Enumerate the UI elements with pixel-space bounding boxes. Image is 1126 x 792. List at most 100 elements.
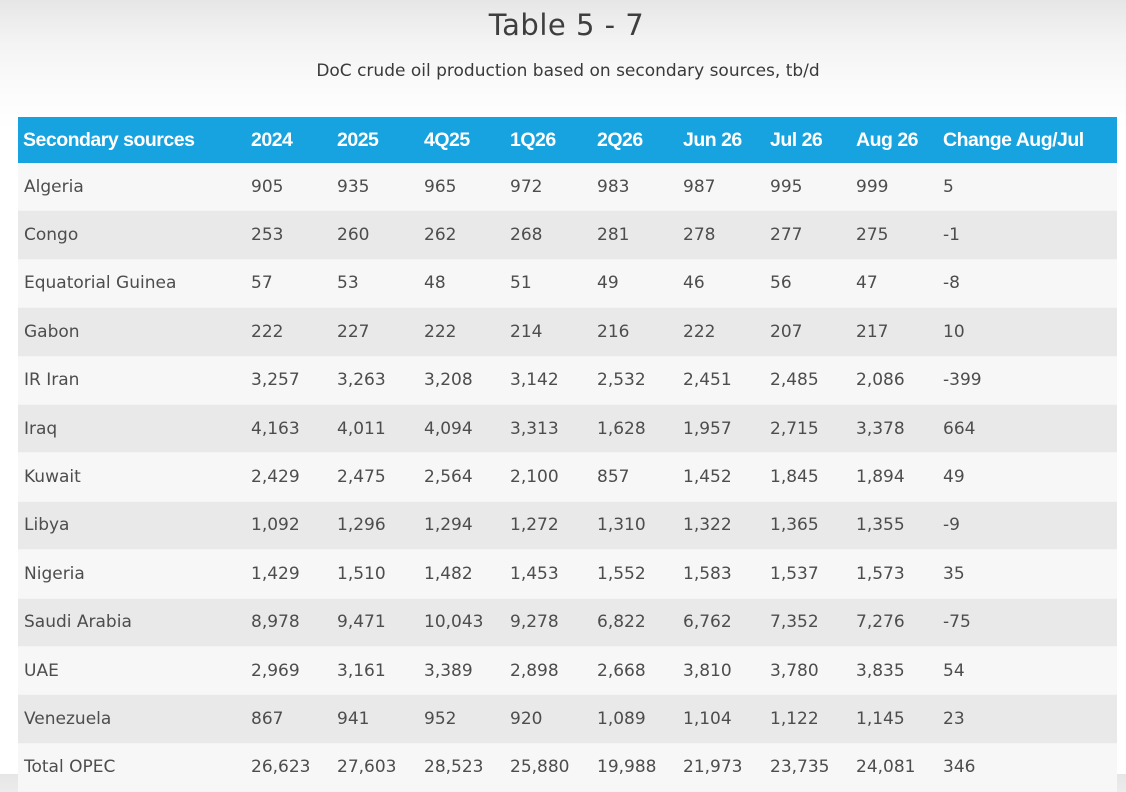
value-cell: 3,835: [851, 646, 938, 696]
value-cell: 3,263: [332, 356, 419, 405]
value-cell: 1,453: [505, 549, 592, 599]
table-body: Algeria 905 935 965 972 983 987 995 999 5 Congo 253…: [18, 163, 1117, 792]
value-cell: 1,552: [592, 549, 678, 599]
country-cell: Equatorial Guinea: [18, 259, 246, 309]
table-row: Equatorial Guinea 57 53 48 51 49 46 56 47 -8: [18, 259, 1117, 309]
value-cell: 48: [419, 259, 505, 309]
value-cell: 3,257: [246, 356, 332, 405]
value-cell: -399: [938, 356, 1117, 405]
value-cell: 2,100: [505, 452, 592, 502]
value-cell: 1,122: [765, 694, 851, 744]
country-cell: Congo: [18, 210, 246, 260]
value-cell: 941: [332, 694, 419, 744]
value-cell: 1,365: [765, 501, 851, 551]
value-cell: -8: [938, 259, 1117, 309]
value-cell: 2,668: [592, 646, 678, 696]
value-cell: 47: [851, 259, 938, 309]
value-cell: 57: [246, 259, 332, 309]
table-row: Kuwait 2,429 2,475 2,564 2,100 857 1,452 1,845 1…: [18, 452, 1117, 502]
value-cell: 4,094: [419, 404, 505, 454]
value-cell: 987: [678, 163, 765, 212]
column-header: Change Aug/Jul: [938, 117, 1117, 163]
table-row: Congo 253 260 262 268 281 278 277 275 -1: [18, 210, 1117, 260]
country-cell: Venezuela: [18, 694, 246, 744]
value-cell: 1,310: [592, 501, 678, 551]
country-cell: Nigeria: [18, 549, 246, 599]
country-cell: Libya: [18, 501, 246, 551]
value-cell: 275: [851, 210, 938, 260]
value-cell: 1,089: [592, 694, 678, 744]
value-cell: 4,163: [246, 404, 332, 454]
value-cell: 10: [938, 307, 1117, 357]
value-cell: 222: [678, 307, 765, 357]
value-cell: 5: [938, 163, 1117, 212]
value-cell: 27,603: [332, 743, 419, 792]
value-cell: 3,208: [419, 356, 505, 405]
table-title: Table 5 - 7: [488, 8, 645, 42]
value-cell: 1,957: [678, 404, 765, 454]
value-cell: 3,389: [419, 646, 505, 696]
value-cell: 222: [419, 307, 505, 357]
value-cell: 2,086: [851, 356, 938, 405]
column-header: 4Q25: [419, 117, 505, 163]
value-cell: 7,276: [851, 598, 938, 647]
value-cell: 7,352: [765, 598, 851, 647]
value-cell: 216: [592, 307, 678, 357]
value-cell: 1,628: [592, 404, 678, 454]
value-cell: 28,523: [419, 743, 505, 792]
country-cell: Kuwait: [18, 452, 246, 502]
value-cell: 1,429: [246, 549, 332, 599]
value-cell: 1,583: [678, 549, 765, 599]
value-cell: 49: [592, 259, 678, 309]
value-cell: 10,043: [419, 598, 505, 647]
column-header: Secondary sources: [18, 117, 246, 163]
value-cell: 1,272: [505, 501, 592, 551]
value-cell: 2,715: [765, 404, 851, 454]
table-row: IR Iran 3,257 3,263 3,208 3,142 2,532 2,451 2,4…: [18, 356, 1117, 405]
value-cell: 53: [332, 259, 419, 309]
value-cell: 21,973: [678, 743, 765, 792]
table-subtitle: DoC crude oil production based on second…: [316, 61, 820, 81]
country-cell: Iraq: [18, 404, 246, 454]
table-row: Saudi Arabia 8,978 9,471 10,043 9,278 6,822 6,…: [18, 598, 1117, 647]
value-cell: 965: [419, 163, 505, 212]
value-cell: 56: [765, 259, 851, 309]
value-cell: 1,537: [765, 549, 851, 599]
column-header: Jun 26: [678, 117, 765, 163]
value-cell: -1: [938, 210, 1117, 260]
value-cell: 6,822: [592, 598, 678, 647]
value-cell: 214: [505, 307, 592, 357]
value-cell: 1,573: [851, 549, 938, 599]
value-cell: 46: [678, 259, 765, 309]
column-header: 2024: [246, 117, 332, 163]
column-header: Jul 26: [765, 117, 851, 163]
value-cell: 1,294: [419, 501, 505, 551]
table-row: UAE 2,969 3,161 3,389 2,898 2,668 3,810 3,780 3,…: [18, 646, 1117, 696]
value-cell: 1,322: [678, 501, 765, 551]
value-cell: 2,898: [505, 646, 592, 696]
value-cell: 2,969: [246, 646, 332, 696]
value-cell: 2,451: [678, 356, 765, 405]
column-header: 2Q26: [592, 117, 678, 163]
value-cell: 1,452: [678, 452, 765, 502]
value-cell: 995: [765, 163, 851, 212]
value-cell: 35: [938, 549, 1117, 599]
value-cell: 905: [246, 163, 332, 212]
value-cell: 207: [765, 307, 851, 357]
table-row: Gabon 222 227 222 214 216 222 207 217 10: [18, 307, 1117, 357]
value-cell: 49: [938, 452, 1117, 502]
value-cell: 972: [505, 163, 592, 212]
value-cell: 857: [592, 452, 678, 502]
value-cell: 51: [505, 259, 592, 309]
table-row: Iraq 4,163 4,011 4,094 3,313 1,628 1,957 2,715 3…: [18, 404, 1117, 454]
value-cell: 2,485: [765, 356, 851, 405]
country-cell: Algeria: [18, 163, 246, 212]
value-cell: 3,378: [851, 404, 938, 454]
value-cell: 262: [419, 210, 505, 260]
value-cell: 24,081: [851, 743, 938, 792]
column-header: 1Q26: [505, 117, 592, 163]
value-cell: 260: [332, 210, 419, 260]
value-cell: 2,429: [246, 452, 332, 502]
value-cell: 6,762: [678, 598, 765, 647]
value-cell: 253: [246, 210, 332, 260]
